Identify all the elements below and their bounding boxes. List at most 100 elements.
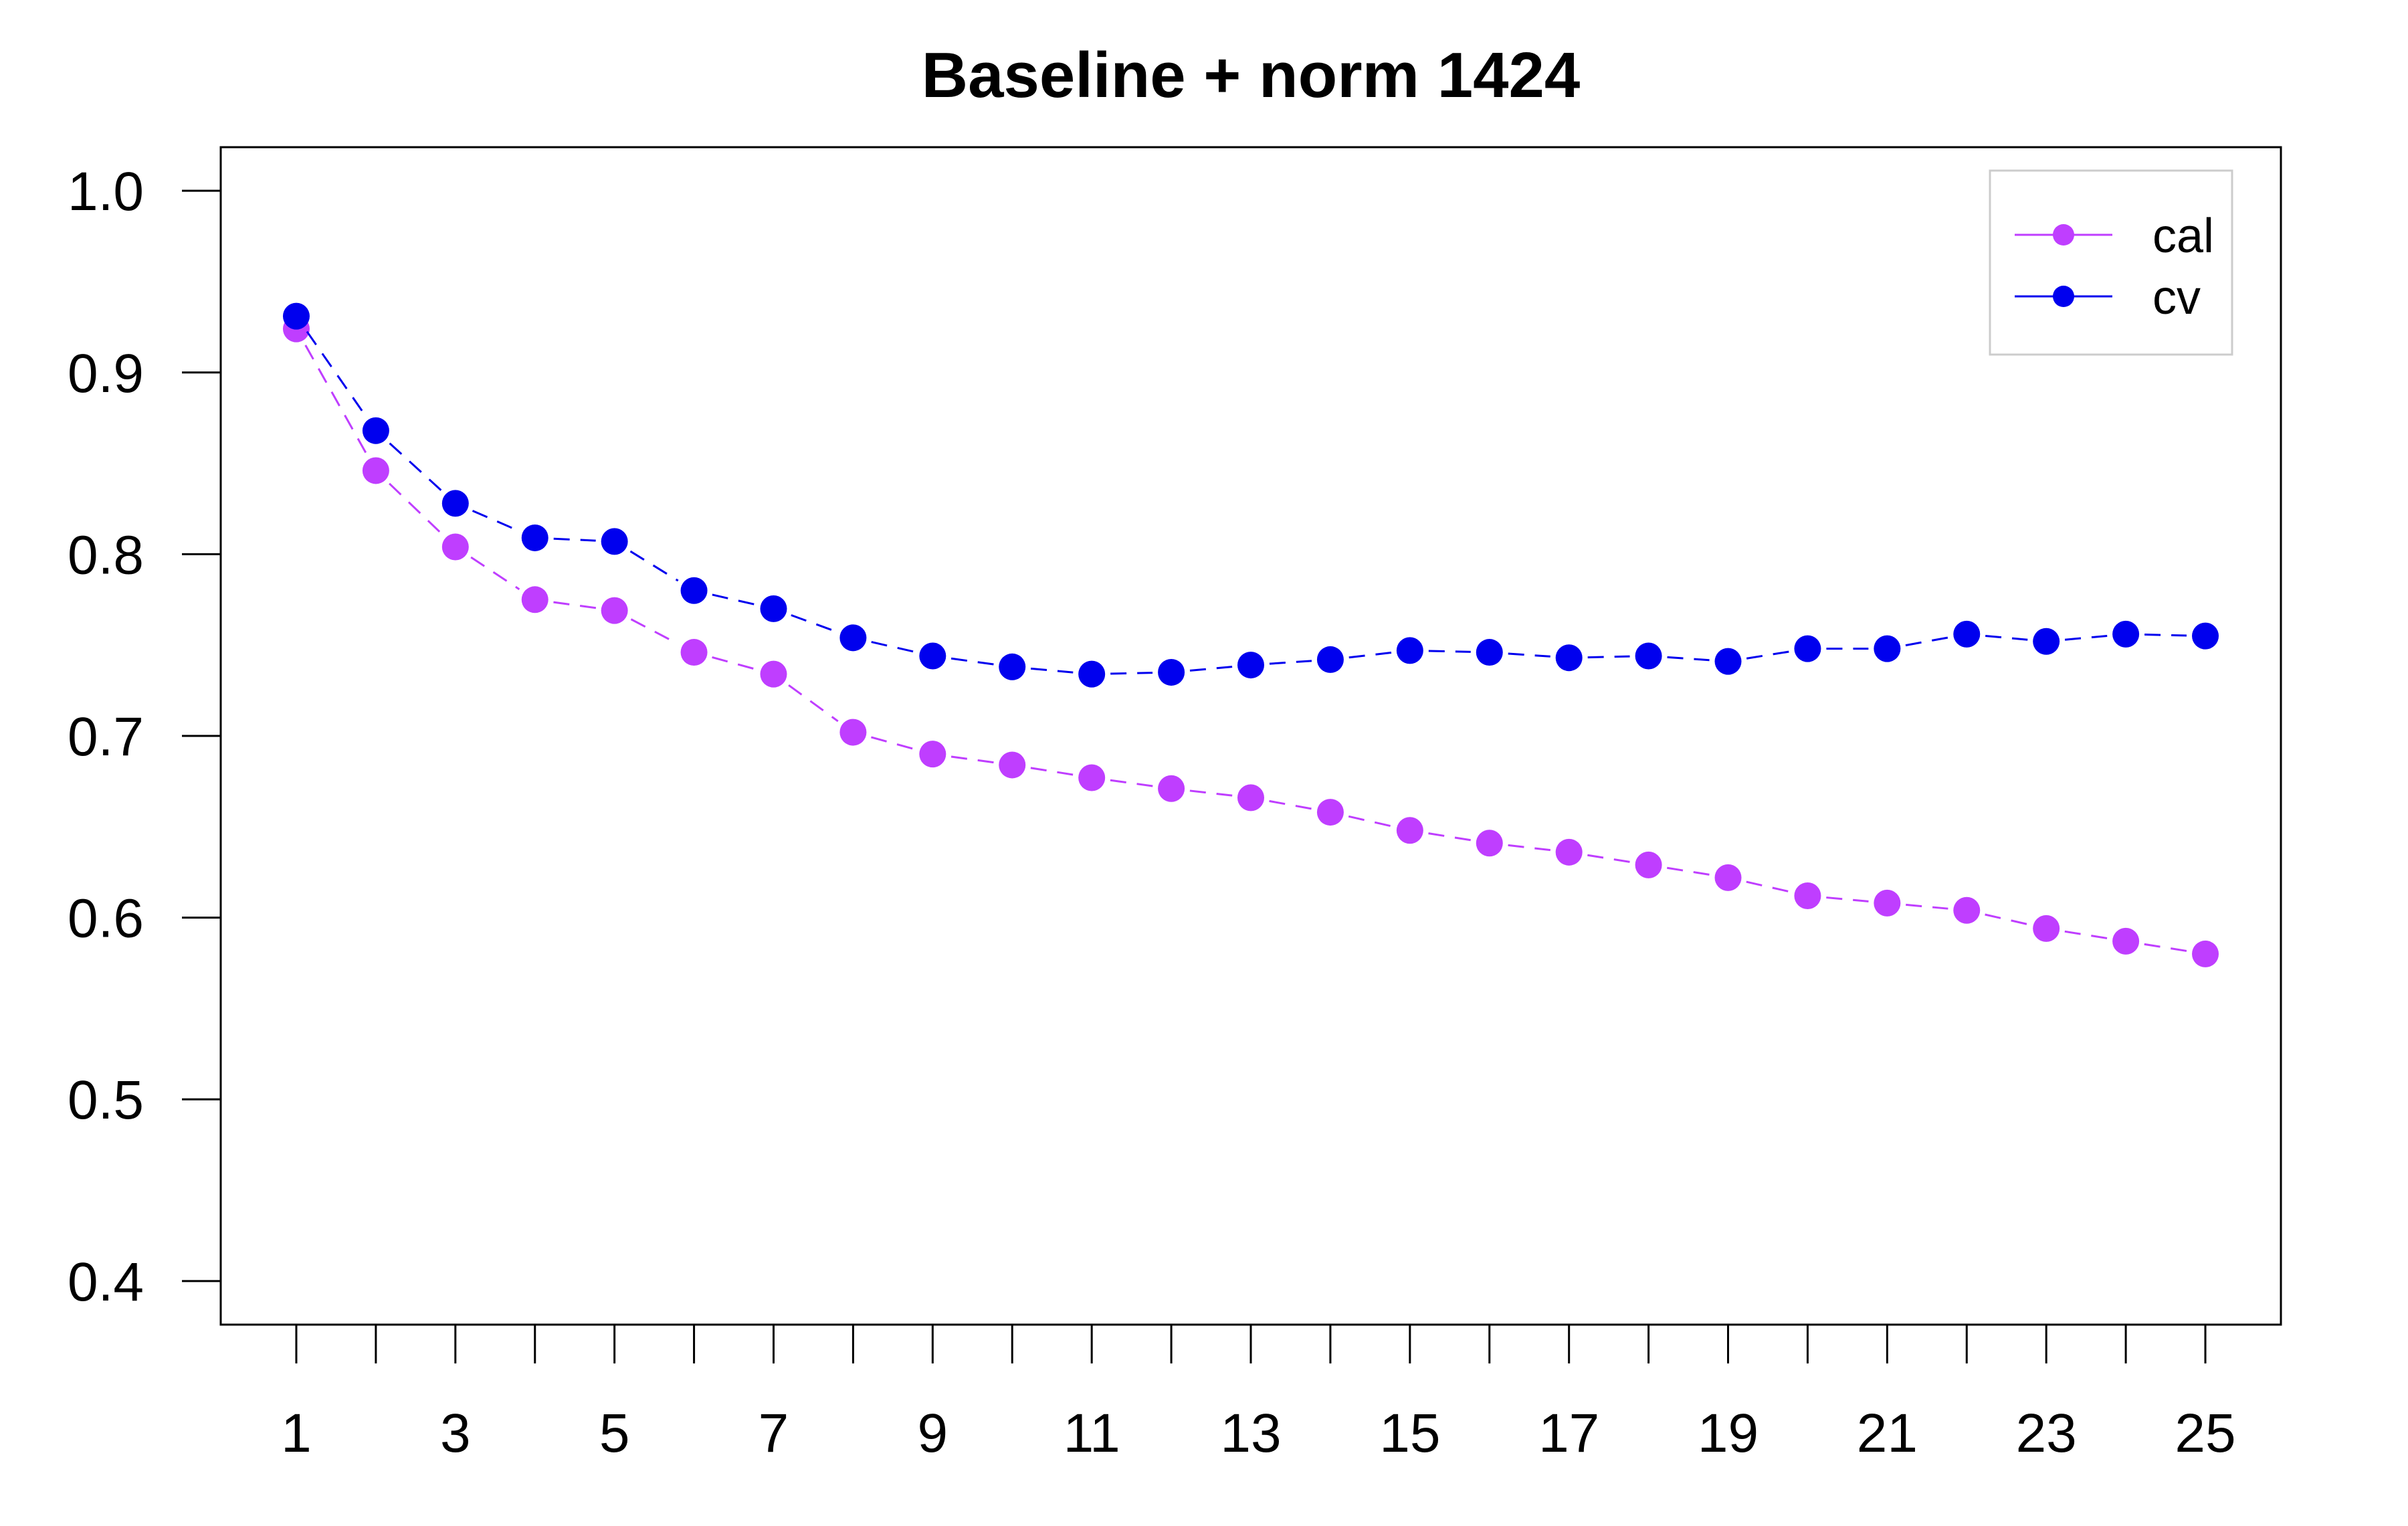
series-line-segment: [1508, 652, 1550, 658]
data-point-cv: [1396, 637, 1423, 664]
data-point-cal: [2112, 927, 2140, 955]
series-line-segment: [1269, 799, 1312, 810]
data-point-cal: [362, 457, 389, 484]
data-point-cal: [1555, 838, 1583, 866]
data-point-cv: [1953, 620, 1981, 648]
legend-label: cal: [2152, 209, 2214, 263]
series-line-segment: [304, 345, 368, 455]
series-line-segment: [1030, 667, 1074, 674]
series-cv: [282, 302, 2219, 688]
series-line-segment: [871, 736, 915, 751]
series-line-segment: [1189, 666, 1233, 672]
data-point-cal: [1476, 830, 1503, 857]
series-line-segment: [1985, 913, 2029, 926]
series-line-segment: [791, 614, 836, 633]
series-line-segment: [1667, 656, 1710, 662]
series-line-segment: [1587, 854, 1631, 863]
data-point-cal: [1237, 784, 1264, 812]
x-tick-label: 5: [599, 1403, 630, 1464]
legend-marker: [2053, 286, 2074, 307]
legend-marker: [2053, 224, 2074, 246]
data-point-cv: [2192, 622, 2219, 650]
data-point-cal: [2192, 940, 2219, 967]
legend: cal cv: [1989, 169, 2233, 356]
series-line-segment: [1985, 634, 2028, 641]
data-point-cv: [1158, 658, 1185, 686]
y-tick-label: 0.4: [68, 1252, 144, 1313]
series-line-segment: [871, 641, 915, 653]
series-line-segment: [553, 537, 596, 542]
series-line-segment: [472, 510, 518, 532]
x-tick-label: 21: [1857, 1403, 1918, 1464]
series-line-segment: [1269, 660, 1312, 665]
series-line-segment: [712, 593, 756, 606]
x-tick-label: 3: [440, 1403, 471, 1464]
series-line-segment: [1746, 880, 1790, 893]
series-line-segment: [712, 656, 756, 670]
series-line-segment: [1348, 815, 1392, 828]
data-point-cv: [919, 642, 946, 670]
data-point-cv: [839, 624, 867, 652]
series-line-segment: [630, 618, 678, 645]
series-line-segment: [1110, 779, 1153, 787]
series-line-segment: [1428, 650, 1471, 653]
series-line-segment: [2064, 930, 2108, 939]
legend-label: cv: [2152, 271, 2201, 324]
data-point-cal: [1078, 764, 1106, 791]
data-point-cal: [839, 719, 867, 746]
series-line-segment: [629, 550, 679, 582]
data-point-cv: [680, 577, 708, 604]
data-point-cv: [1316, 646, 1344, 673]
data-point-cv: [441, 490, 469, 517]
series-line-segment: [1587, 655, 1630, 659]
data-point-cv: [760, 595, 787, 622]
series-line-segment: [1746, 650, 1790, 660]
series-line-segment: [470, 556, 520, 591]
series-line-segment: [389, 482, 443, 535]
series-line-segment: [306, 330, 367, 416]
x-axis: 1 3 5 7 9 11 13 15 17 19 21 23 25: [281, 1323, 2236, 1464]
data-point-cal: [1953, 896, 1981, 924]
data-point-cal: [441, 533, 469, 561]
data-point-cv: [1555, 644, 1583, 672]
data-point-cal: [1396, 817, 1423, 844]
data-point-cv: [521, 524, 548, 551]
series-line-segment: [1667, 866, 1710, 876]
x-tick-label: 17: [1538, 1403, 1599, 1464]
data-point-cal: [1714, 864, 1742, 891]
series-line-segment: [553, 601, 597, 609]
data-point-cal: [1635, 851, 1662, 878]
y-tick-label: 0.9: [68, 343, 144, 404]
series-line-segment: [950, 657, 994, 666]
data-point-cv: [282, 302, 310, 330]
series-cal: [282, 315, 2219, 967]
series-line-segment: [1030, 767, 1074, 776]
data-point-cal: [601, 597, 628, 624]
y-tick-label: 0.8: [68, 524, 144, 585]
series-line-segment: [1508, 844, 1551, 852]
x-tick-label: 1: [281, 1403, 312, 1464]
x-tick-label: 7: [759, 1403, 789, 1464]
series-line-segment: [389, 442, 443, 492]
x-tick-label: 19: [1698, 1403, 1759, 1464]
data-point-cv: [2033, 628, 2060, 655]
series-line-segment: [2144, 634, 2187, 637]
x-tick-label: 25: [2175, 1403, 2235, 1464]
data-point-cv: [1874, 635, 1901, 662]
data-point-cal: [1874, 889, 1901, 917]
data-point-cv: [1794, 635, 1821, 662]
x-tick-label: 11: [1064, 1403, 1120, 1464]
plot-frame: [219, 146, 2282, 1326]
data-point-cal: [1316, 799, 1344, 826]
series-line-segment: [1428, 832, 1472, 842]
data-point-cv: [1237, 652, 1264, 679]
data-point-cv: [2112, 620, 2140, 648]
data-point-cal: [2033, 915, 2060, 942]
series-line-segment: [1905, 636, 1948, 647]
series-line-segment: [1189, 789, 1233, 797]
data-point-cv: [601, 528, 628, 555]
data-point-cal: [999, 751, 1026, 779]
x-tick-label: 15: [1379, 1403, 1440, 1464]
